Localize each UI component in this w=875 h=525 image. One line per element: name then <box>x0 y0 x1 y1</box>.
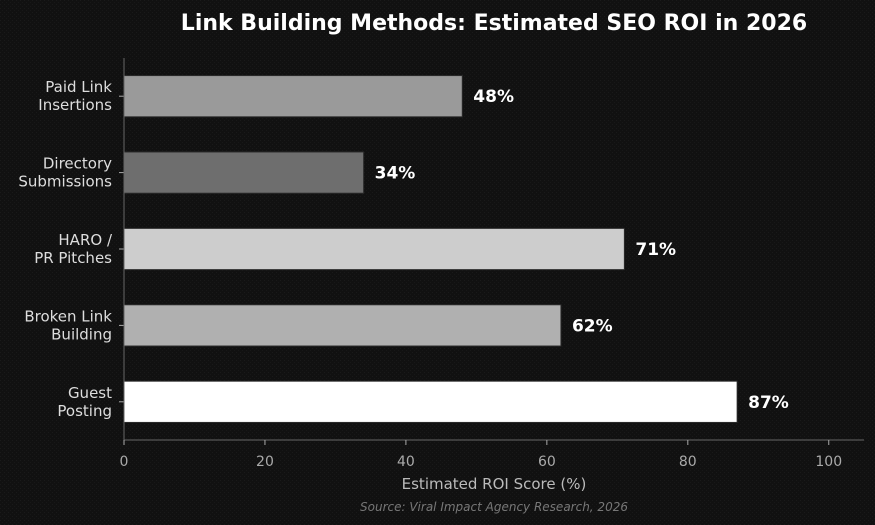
bar-3 <box>124 305 561 346</box>
value-label-2: 71% <box>635 240 676 260</box>
category-label-line: Directory <box>43 155 112 173</box>
category-label-0: Paid Link Insertions <box>38 78 112 114</box>
x-tick-label-2: 40 <box>397 454 415 470</box>
bar-2 <box>124 228 624 269</box>
chart-title: Link Building Methods: Estimated SEO ROI… <box>181 11 807 36</box>
category-label-line: Building <box>51 325 112 343</box>
category-label-line: Insertions <box>38 96 112 114</box>
x-axis-title: Estimated ROI Score (%) <box>402 475 587 493</box>
x-tick-label-0: 0 <box>120 454 129 470</box>
category-label-line: PR Pitches <box>34 249 112 267</box>
bar-4 <box>124 381 737 422</box>
value-label-1: 34% <box>375 164 416 184</box>
value-label-0: 48% <box>473 87 514 107</box>
category-label-line: Posting <box>57 402 112 420</box>
x-tick-label-4: 80 <box>679 454 697 470</box>
source-note: Source: Viral Impact Agency Research, 20… <box>360 500 628 514</box>
x-tick-label-3: 60 <box>538 454 556 470</box>
bar-0 <box>124 76 462 117</box>
category-label-line: Broken Link <box>24 307 112 325</box>
category-label-line: Paid Link <box>45 78 112 96</box>
category-label-line: Submissions <box>18 173 112 191</box>
x-tick-label-1: 20 <box>256 454 274 470</box>
category-label-line: Guest <box>68 384 112 402</box>
value-label-3: 62% <box>572 316 613 336</box>
value-label-4: 87% <box>748 393 789 413</box>
category-label-line: HARO / <box>58 231 113 249</box>
bar-1 <box>124 152 364 193</box>
x-tick-label-5: 100 <box>815 454 842 470</box>
